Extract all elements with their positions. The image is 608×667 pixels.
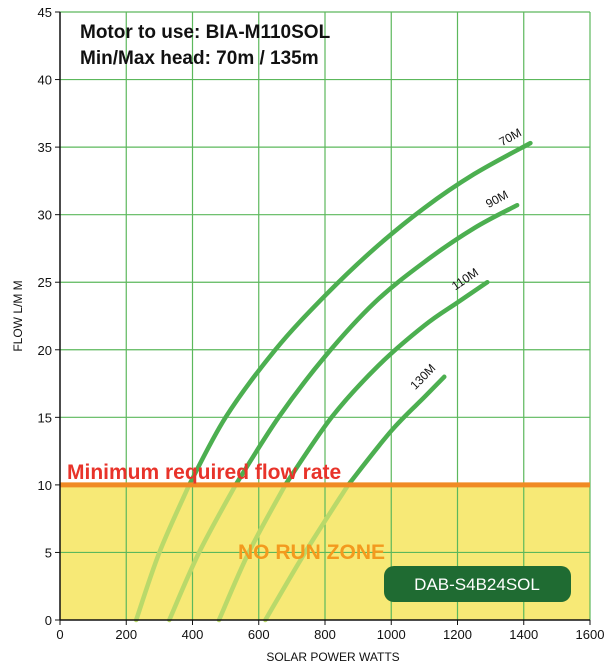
x-tick-label: 1600 — [576, 627, 605, 642]
x-tick-label: 400 — [182, 627, 204, 642]
curve-130m — [345, 374, 447, 488]
y-tick-label: 10 — [38, 478, 52, 493]
y-tick-label: 20 — [38, 343, 52, 358]
chart-header-motor: Motor to use: BIA-M110SOL — [80, 22, 331, 43]
x-tick-label: 800 — [314, 627, 336, 642]
curve-70m — [186, 140, 533, 488]
y-tick-label: 25 — [38, 275, 52, 290]
curve-110m-no-run-segment — [216, 482, 288, 623]
y-tick-label: 45 — [38, 5, 52, 20]
x-tick-label: 1200 — [443, 627, 472, 642]
y-tick-label: 35 — [38, 140, 52, 155]
chart-header-head: Min/Max head: 70m / 135m — [80, 48, 319, 69]
x-tick-label: 200 — [115, 627, 137, 642]
y-axis-title: FLOW L/M M — [11, 280, 25, 351]
y-tick-label: 40 — [38, 73, 52, 88]
y-tick-label: 5 — [45, 545, 52, 560]
x-tick-label: 1400 — [509, 627, 538, 642]
curve-130m-no-run-segment — [263, 482, 351, 623]
curve-110m — [283, 279, 490, 488]
model-badge-background — [384, 566, 571, 602]
model-badge: DAB-S4B24SOL — [384, 566, 571, 602]
x-tick-label: 1000 — [377, 627, 406, 642]
y-tick-label: 30 — [38, 208, 52, 223]
x-axis-title: SOLAR POWER WATTS — [266, 650, 399, 664]
curve-90m — [233, 202, 520, 488]
curve-70m-no-run-segment — [133, 482, 192, 623]
threshold-label: Minimum required flow rate — [67, 461, 341, 484]
y-tick-label: 0 — [45, 613, 52, 628]
curve-label-90m: 90M — [483, 187, 510, 210]
curve-label-70m: 70M — [497, 125, 524, 149]
x-tick-label: 600 — [248, 627, 270, 642]
y-tick-label: 15 — [38, 410, 52, 425]
model-badge-text: DAB-S4B24SOL — [414, 575, 540, 594]
curve-90m-no-run-segment — [167, 482, 238, 623]
no-run-zone-label: NO RUN ZONE — [238, 541, 385, 564]
x-tick-label: 0 — [56, 627, 63, 642]
axis-layer: 0 200 400 600 800 1000 1200 1400 1600 0 5 10 15 20 25 3… — [38, 5, 605, 642]
